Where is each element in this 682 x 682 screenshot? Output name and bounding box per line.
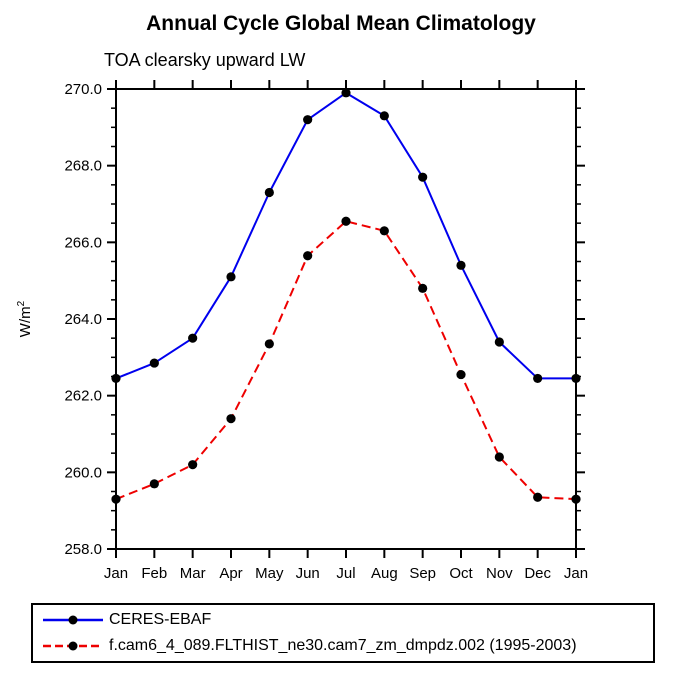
data-point-marker xyxy=(418,172,428,182)
data-point-marker xyxy=(111,373,121,384)
data-point-marker xyxy=(341,88,351,98)
data-point-marker xyxy=(188,333,198,343)
legend-label-observation: CERES-EBAF xyxy=(109,610,212,628)
data-point-marker xyxy=(111,494,121,504)
data-point-marker xyxy=(379,111,389,121)
x-tick-label: Jun xyxy=(296,565,320,582)
plot-frame xyxy=(115,88,577,550)
data-point-marker xyxy=(494,452,504,462)
legend-label-model: f.cam6_4_089.FLTHIST_ne30.cam7_zm_dmpdz.… xyxy=(109,637,577,655)
data-point-marker xyxy=(264,187,274,198)
x-tick-label: Mar xyxy=(180,565,206,582)
legend-item-observation: CERES-EBAF xyxy=(39,608,653,632)
x-tick-label: Jul xyxy=(336,565,355,582)
y-tick-label: 260.0 xyxy=(64,464,102,481)
data-point-marker xyxy=(264,339,274,349)
data-point-marker xyxy=(341,216,351,226)
chart-title: Annual Cycle Global Mean Climatology xyxy=(146,12,536,35)
data-point-marker xyxy=(149,479,159,489)
legend: CERES-EBAF f.cam6_4_089.FLTHIST_ne30.cam… xyxy=(31,603,655,663)
x-tick-label: Feb xyxy=(141,565,167,582)
y-tick-label: 268.0 xyxy=(64,158,102,175)
x-tick-label: Aug xyxy=(371,565,398,582)
data-point-marker xyxy=(456,369,466,380)
data-point-marker xyxy=(533,373,543,384)
x-tick-label: Nov xyxy=(486,565,513,582)
data-point-marker xyxy=(418,283,428,293)
x-tick-label: Dec xyxy=(524,565,551,582)
data-point-marker xyxy=(188,460,198,470)
data-point-marker xyxy=(303,115,313,125)
legend-item-model: f.cam6_4_089.FLTHIST_ne30.cam7_zm_dmpdz.… xyxy=(39,634,653,658)
data-point-marker xyxy=(226,272,236,282)
y-tick-label: 270.0 xyxy=(64,81,102,98)
x-tick-label: Oct xyxy=(449,565,473,582)
legend-line-sample-solid xyxy=(43,615,103,625)
x-tick-label: Apr xyxy=(219,565,242,582)
data-point-marker xyxy=(379,226,389,236)
x-tick-label: Jan xyxy=(104,565,128,582)
data-point-marker xyxy=(494,337,504,347)
data-point-marker xyxy=(456,260,466,270)
x-tick-label: May xyxy=(255,565,284,582)
series-line-0 xyxy=(115,91,576,380)
legend-line-sample-dashed xyxy=(43,641,103,651)
series-line-1 xyxy=(115,220,577,501)
data-point-marker xyxy=(533,492,543,502)
y-tick-label: 262.0 xyxy=(64,388,102,405)
chart-subtitle: TOA clearsky upward LW xyxy=(104,50,306,70)
data-point-marker xyxy=(571,494,581,504)
x-tick-label: Jan xyxy=(564,565,588,582)
data-point-marker xyxy=(303,251,313,261)
data-point-marker xyxy=(149,358,159,368)
y-tick-label: 264.0 xyxy=(64,311,102,328)
y-tick-label: 258.0 xyxy=(64,541,102,558)
data-point-marker xyxy=(226,414,236,424)
data-point-marker xyxy=(571,373,581,384)
x-tick-label: Sep xyxy=(409,565,436,582)
y-tick-label: 266.0 xyxy=(64,234,102,251)
